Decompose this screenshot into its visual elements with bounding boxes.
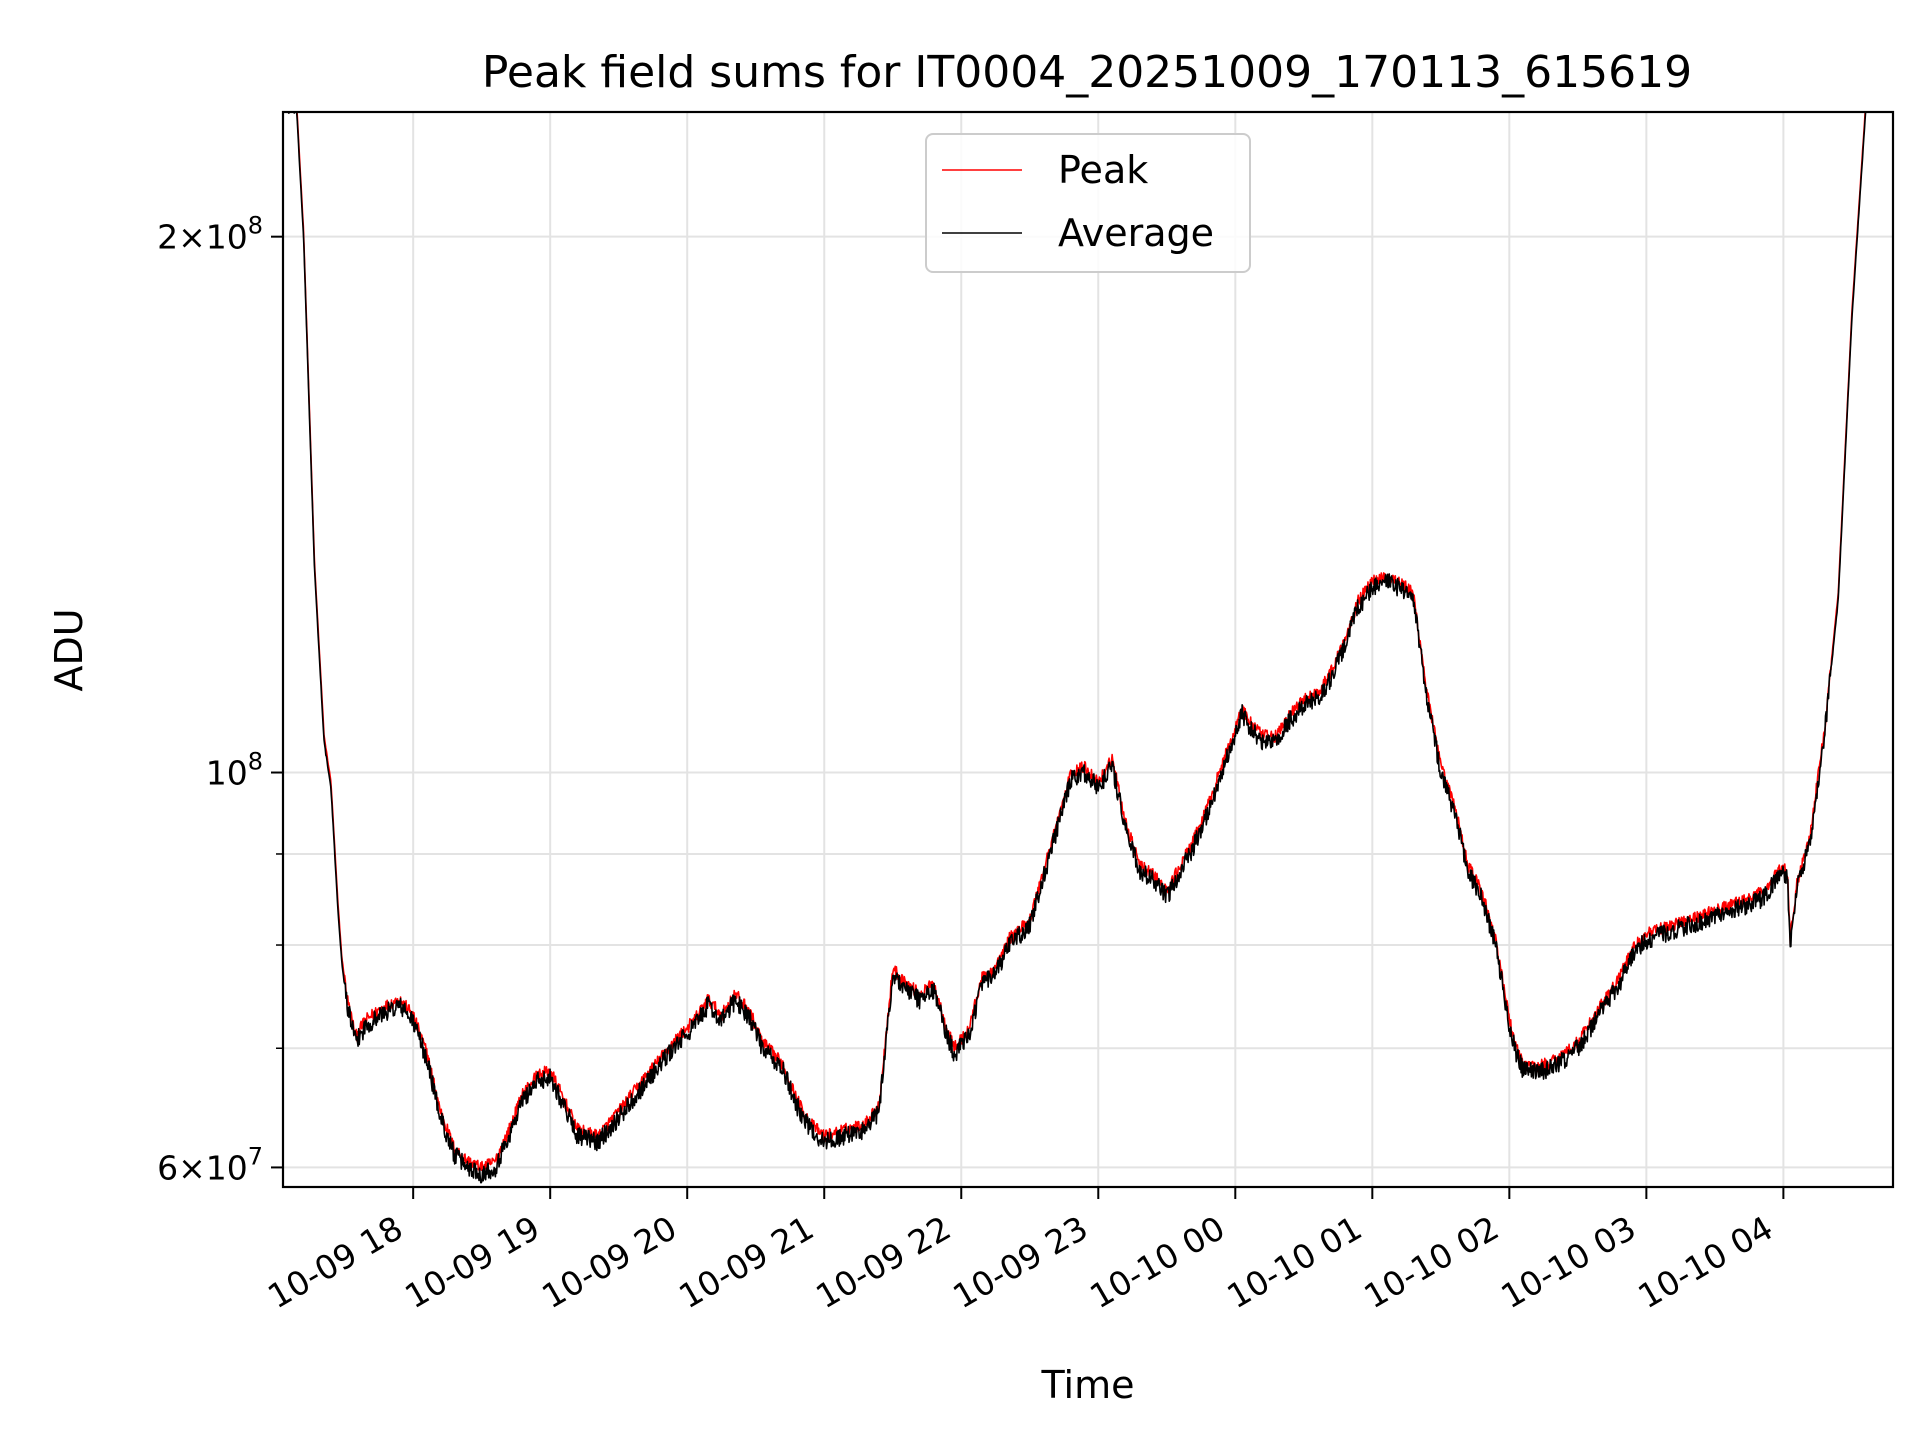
legend-peak-label: Peak — [1058, 148, 1148, 192]
y-tick-base: 10 — [206, 754, 248, 793]
series-line-average — [285, 112, 1867, 1184]
y-tick-exponent: 7 — [248, 1142, 263, 1170]
grid — [283, 112, 1893, 1187]
y-axis-label: ADU — [47, 608, 91, 691]
y-tick-exponent: 8 — [248, 748, 263, 776]
legend-average-label: Average — [1058, 211, 1214, 255]
y-tick-base: 6×10 — [157, 1148, 248, 1187]
plot-area-frame — [281, 110, 1895, 1189]
legend-box — [925, 133, 1251, 273]
y-tick-label: 108 — [206, 748, 263, 793]
y-tick-base: 2×10 — [157, 218, 248, 257]
chart-title: Peak field sums for IT0004_20251009_1701… — [482, 47, 1692, 98]
y-tick-label: 2×108 — [157, 212, 263, 257]
legend: Peak Average — [925, 133, 1251, 273]
series-layer — [285, 112, 1867, 1184]
y-tick-exponent: 8 — [248, 212, 263, 240]
x-axis-label: Time — [1041, 1363, 1135, 1407]
y-tick-label: 6×107 — [157, 1142, 263, 1187]
